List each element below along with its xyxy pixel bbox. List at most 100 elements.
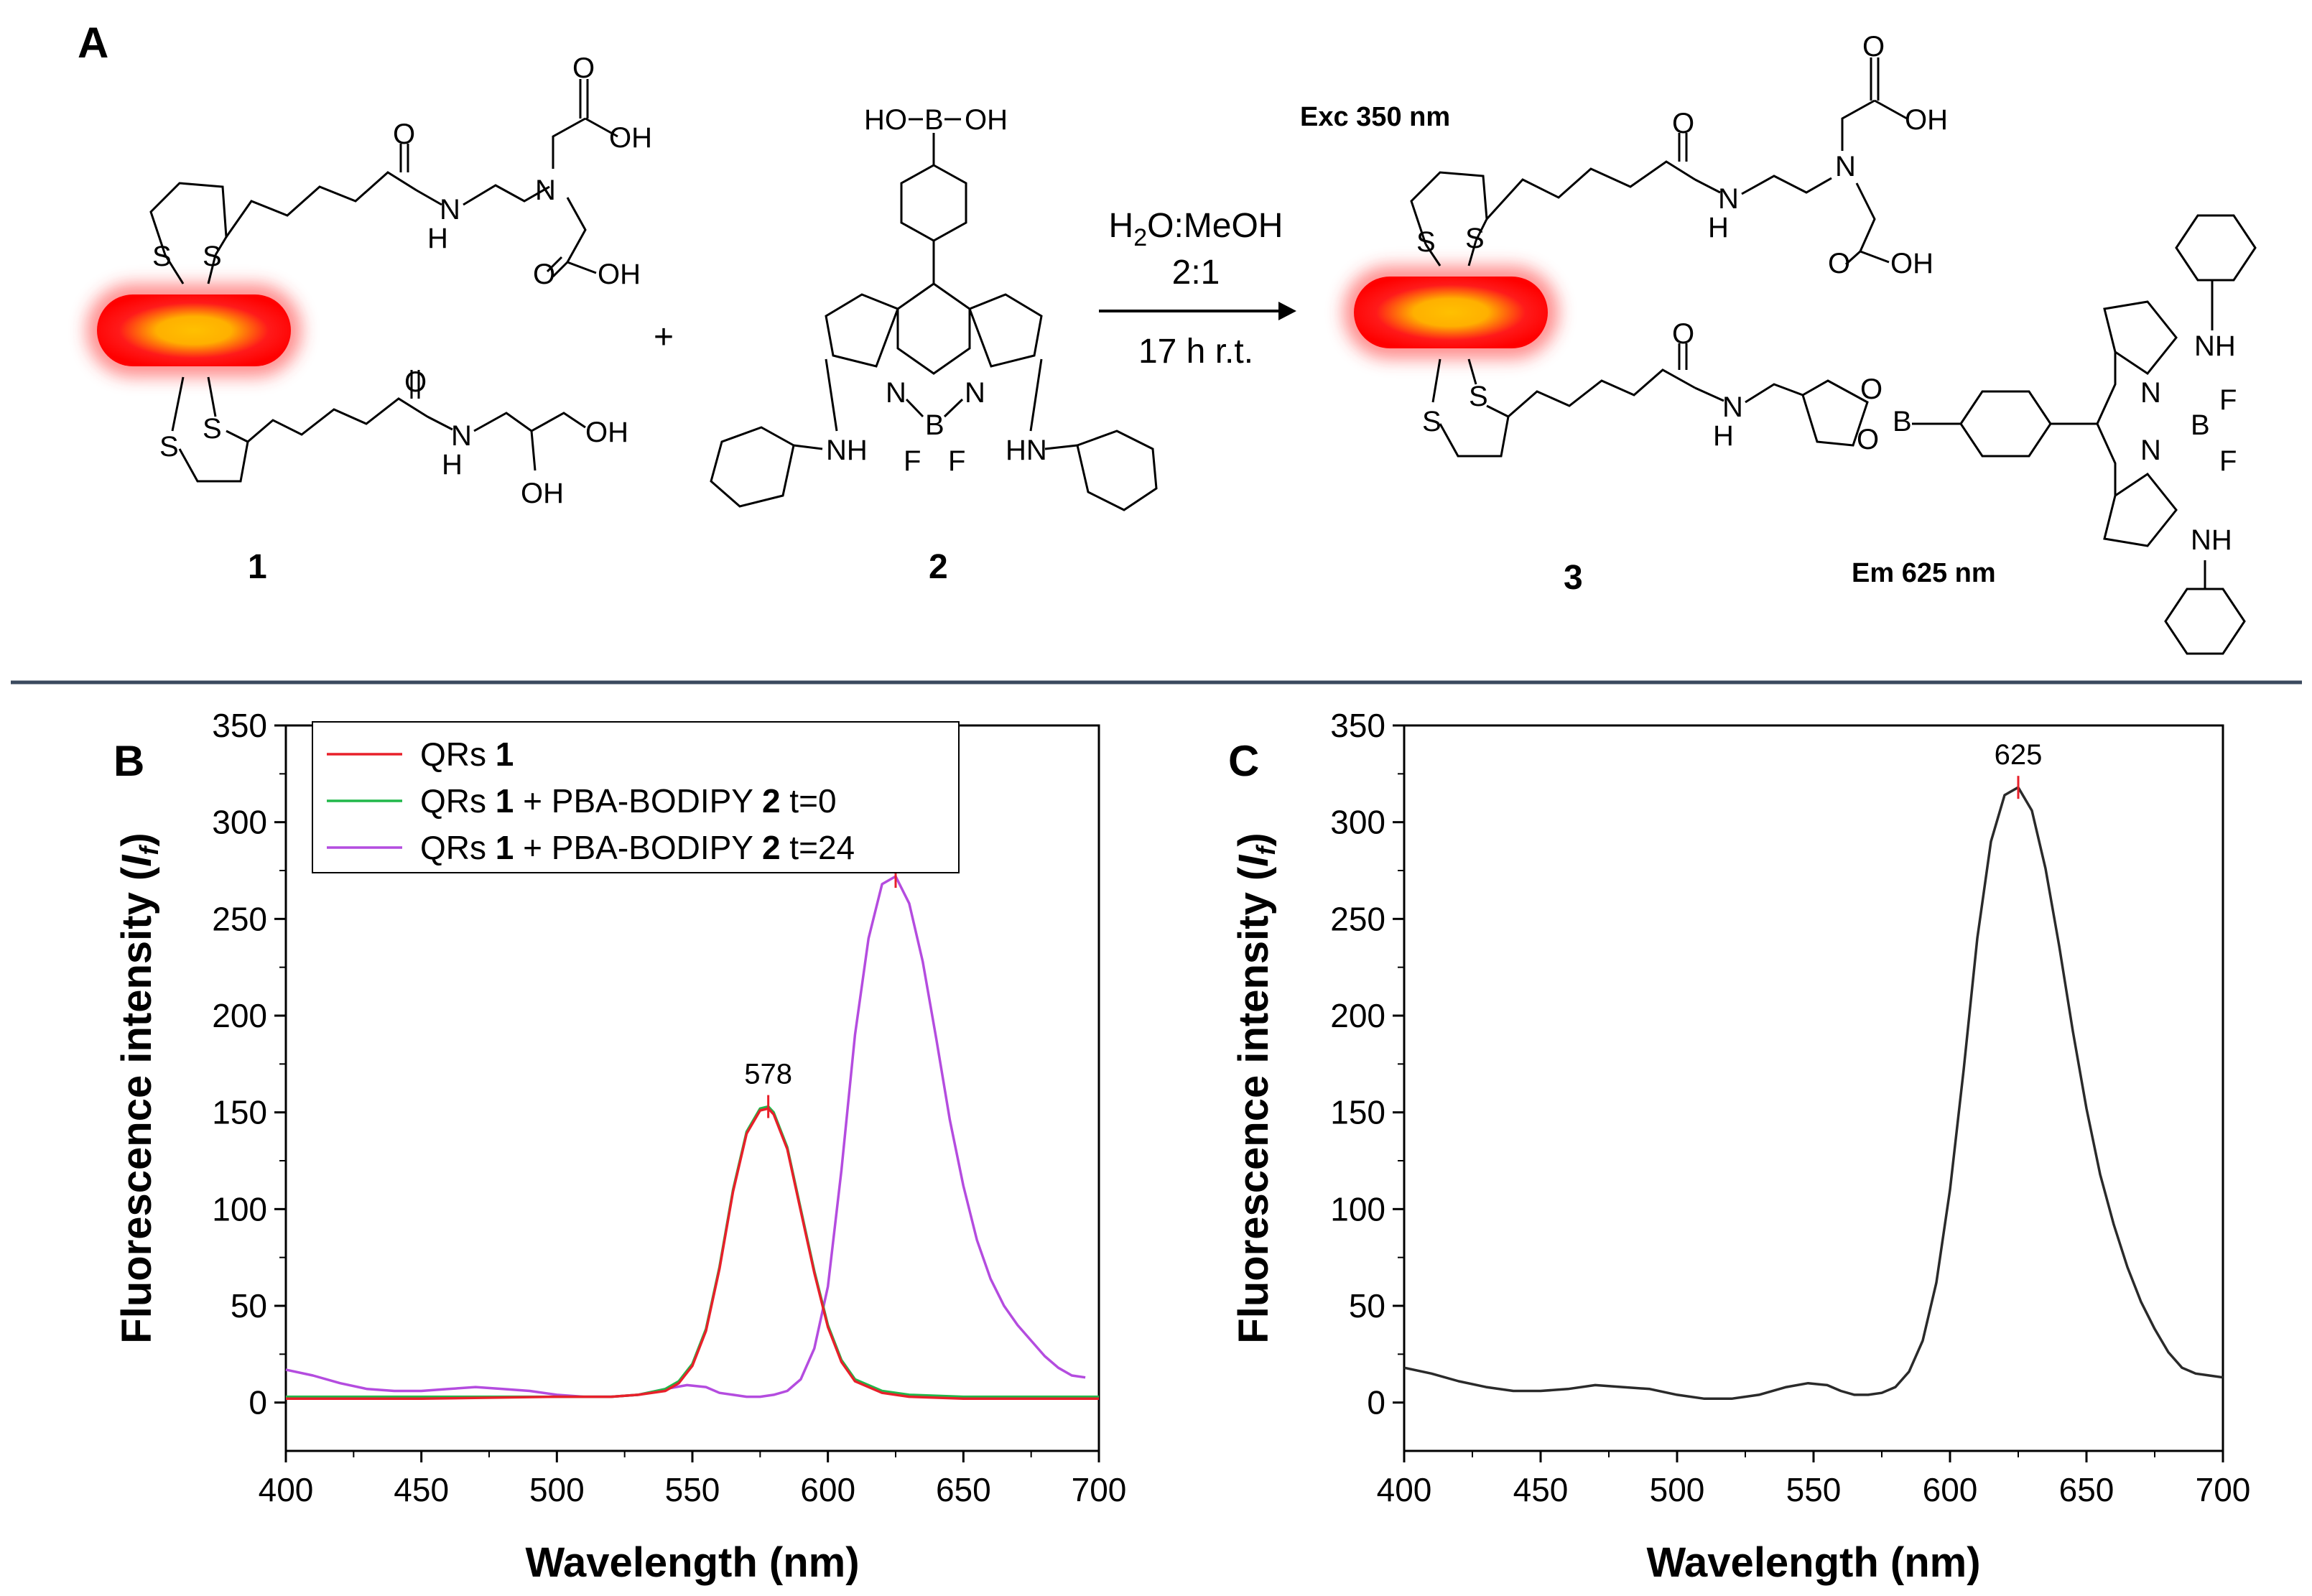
svg-text:B: B — [925, 409, 944, 441]
panel-label-c: C — [1228, 737, 1259, 785]
svg-text:H: H — [442, 449, 463, 481]
x-tick-label-b: 400 — [259, 1471, 314, 1508]
y-tick-label-b: 150 — [212, 1094, 267, 1131]
x-axis-title-b: Wavelength (nm) — [525, 1539, 859, 1586]
y-axis-title-c: Fluorescence intensity (If) — [1230, 832, 1281, 1343]
svg-text:OH: OH — [598, 259, 641, 290]
svg-text:S: S — [152, 241, 172, 272]
structure-compound-1: S S O N H N O OH O OH — [149, 52, 652, 509]
svg-text:NH: NH — [826, 435, 868, 466]
svg-text:F: F — [2219, 384, 2237, 416]
svg-text:S: S — [159, 431, 179, 463]
svg-text:N: N — [965, 377, 985, 409]
svg-text:HO: HO — [864, 104, 907, 136]
series-line-b-1 — [286, 1105, 1099, 1398]
y-tick-label-c: 300 — [1330, 804, 1385, 841]
quantum-rod-3 — [1343, 266, 1559, 359]
svg-text:NH: NH — [2194, 330, 2236, 362]
svg-text:O: O — [1672, 318, 1694, 350]
svg-text:B: B — [924, 104, 944, 136]
svg-text:S: S — [1416, 226, 1436, 258]
quantum-rod-1 — [86, 284, 302, 377]
legend-label-2: QRs 1 + PBA-BODIPY 2 t=24 — [420, 829, 855, 866]
structure-compound-3: S S O N H N O OH O OH S S — [1410, 31, 2257, 655]
axis-ticks-b: 400 450 500 550 600 650 700 0 50 100 150 200 250 300 3… — [212, 707, 1126, 1508]
svg-text:NH: NH — [2191, 524, 2232, 556]
series-line-c-0 — [1403, 786, 2224, 1401]
y-tick-label-b: 200 — [212, 997, 267, 1034]
y-tick-label-b: 50 — [231, 1287, 267, 1324]
y-tick-label-b: 100 — [212, 1190, 267, 1228]
svg-text:O: O — [533, 259, 555, 290]
svg-text:O: O — [1828, 248, 1850, 279]
svg-text:O: O — [1860, 374, 1882, 405]
panel-c: C 400 450 500 550 600 650 700 0 50 100 150 200 250 30… — [1228, 707, 2250, 1586]
legend-label-1: QRs 1 + PBA-BODIPY 2 t=0 — [420, 782, 837, 820]
svg-text:O: O — [1857, 424, 1879, 455]
axis-ticks-c: 400 450 500 550 600 650 700 0 50 100 150 200 250 300 3… — [1330, 707, 2250, 1508]
svg-text:B: B — [1893, 406, 1912, 437]
legend-items-b: QRs 1 QRs 1 + PBA-BODIPY 2 t=0 QRs 1 + PBA… — [327, 736, 855, 866]
panel-label-b: B — [113, 737, 144, 785]
svg-text:N: N — [886, 377, 906, 409]
peak-annotations-c: 625 — [1995, 739, 2043, 799]
condition-ratio: 2:1 — [1172, 254, 1220, 292]
x-tick-label-c: 500 — [1650, 1471, 1705, 1508]
series-line-b-0 — [285, 875, 1086, 1398]
svg-text:O: O — [393, 119, 415, 150]
series-lines-b — [285, 875, 1099, 1401]
svg-text:O: O — [1862, 31, 1885, 62]
svg-text:S: S — [1465, 223, 1485, 254]
svg-text:O: O — [1672, 108, 1694, 139]
compound-number-3: 3 — [1564, 559, 1583, 597]
y-tick-label-c: 50 — [1349, 1287, 1385, 1324]
svg-text:N: N — [1835, 151, 1856, 182]
x-tick-label-c: 600 — [1923, 1471, 1978, 1508]
x-tick-label-b: 700 — [1072, 1471, 1127, 1508]
svg-text:OH: OH — [609, 122, 652, 154]
structure-compound-2: HO B OH N N B F F NH HN — [710, 104, 1158, 511]
peak-label-c-625: 625 — [1995, 739, 2043, 771]
x-tick-label-c: 400 — [1377, 1471, 1432, 1508]
y-tick-label-c: 250 — [1330, 900, 1385, 937]
compound-number-1: 1 — [248, 548, 267, 586]
x-axis-title-c: Wavelength (nm) — [1646, 1539, 1980, 1586]
condition-solvent: H2O:MeOH — [1109, 207, 1283, 251]
y-tick-label-c: 350 — [1330, 707, 1385, 744]
svg-text:H: H — [427, 223, 448, 254]
y-tick-label-b: 0 — [249, 1384, 267, 1421]
svg-text:F: F — [948, 445, 965, 477]
svg-text:HN: HN — [1006, 435, 1047, 466]
svg-text:O: O — [404, 366, 427, 398]
x-tick-label-b: 500 — [529, 1471, 585, 1508]
legend-label-0: QRs 1 — [420, 736, 514, 773]
y-tick-label-c: 0 — [1367, 1384, 1385, 1421]
svg-text:N: N — [1722, 391, 1743, 423]
legend-box-b — [312, 721, 960, 873]
legend-b: QRs 1 QRs 1 + PBA-BODIPY 2 t=0 QRs 1 + PBA… — [312, 721, 960, 873]
series-line-b-2 — [286, 1107, 1099, 1401]
panel-label-a: A — [78, 19, 108, 67]
x-tick-label-c: 450 — [1513, 1471, 1569, 1508]
x-tick-label-c: 650 — [2059, 1471, 2114, 1508]
y-tick-label-b: 250 — [212, 900, 267, 937]
svg-text:OH: OH — [965, 104, 1008, 136]
emission-note: Em 625 nm — [1852, 558, 1996, 588]
svg-text:N: N — [1718, 183, 1739, 215]
svg-text:B: B — [2191, 409, 2210, 441]
svg-text:F: F — [2219, 445, 2237, 477]
panel-b: B 400 450 500 550 600 650 700 0 50 100 150 200 250 30… — [113, 707, 1126, 1586]
y-tick-label-b: 300 — [212, 804, 267, 841]
y-tick-label-c: 100 — [1330, 1190, 1385, 1228]
svg-text:N: N — [440, 194, 460, 226]
x-tick-label-b: 450 — [394, 1471, 449, 1508]
svg-text:OH: OH — [585, 417, 628, 448]
excitation-note: Exc 350 nm — [1300, 102, 1450, 132]
x-tick-label-c: 700 — [2196, 1471, 2251, 1508]
condition-time: 17 h r.t. — [1138, 333, 1253, 371]
svg-text:OH: OH — [1905, 104, 1948, 136]
plot-frame-c — [1403, 724, 2224, 1452]
svg-text:S: S — [203, 241, 222, 272]
peak-label-b-578: 578 — [744, 1059, 792, 1090]
